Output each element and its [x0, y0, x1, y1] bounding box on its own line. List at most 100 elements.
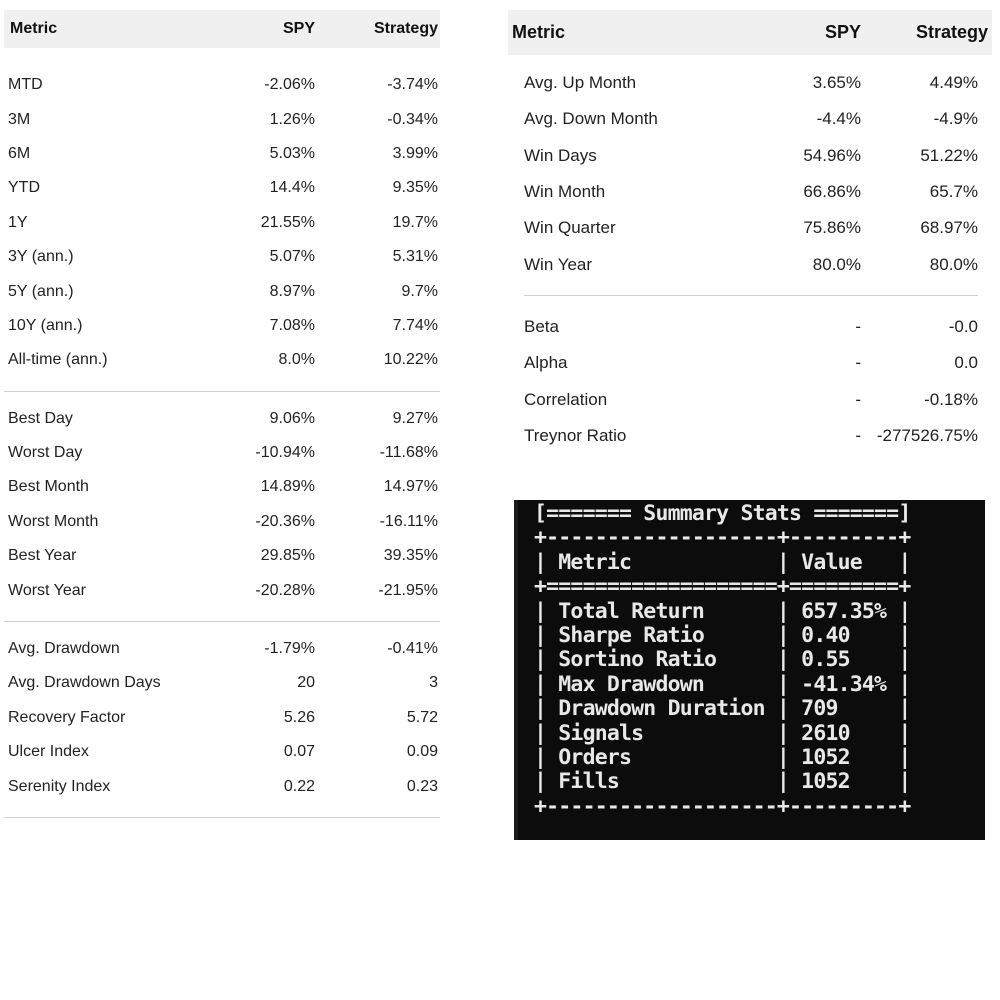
strategy-value: -11.68%	[379, 444, 438, 462]
table-row: Best Year 29.85% 39.35%	[4, 539, 440, 573]
strategy-value: 10.22%	[383, 351, 438, 369]
metric-column-header: Metric	[10, 20, 58, 37]
strategy-value: 4.49%	[929, 73, 978, 93]
strategy-value: 65.7%	[929, 182, 978, 202]
table-row: Serenity Index 0.22 0.23	[4, 769, 440, 803]
metric-name: 3M	[8, 110, 31, 128]
summary-stats-terminal: [======= Summary Stats =======] +-------…	[514, 500, 985, 840]
table-row: Win Days 54.96% 51.22%	[508, 138, 992, 174]
table-row: 10Y (ann.) 7.08% 7.74%	[4, 309, 440, 343]
spy-value: 14.4%	[269, 179, 315, 197]
metric-name: Avg. Down Month	[524, 109, 658, 129]
table-row: Worst Month -20.36% -16.11%	[4, 505, 440, 539]
table-row: Avg. Drawdown Days 20 3	[4, 666, 440, 700]
spy-value: 5.03%	[269, 144, 315, 162]
table-header-row: Metric SPY Strategy	[508, 10, 992, 55]
spy-value: 21.55%	[260, 213, 315, 231]
spy-value: 8.97%	[269, 282, 315, 300]
table-row: Alpha - 0.0	[508, 345, 992, 381]
strategy-value: 39.35%	[383, 547, 438, 565]
spy-value: 14.89%	[260, 478, 315, 496]
group-divider	[4, 608, 440, 632]
header-spacer	[508, 55, 992, 65]
metric-name: MTD	[8, 76, 43, 94]
spy-value: 80.0%	[812, 254, 861, 274]
metric-name: 3Y (ann.)	[8, 248, 74, 266]
table-row: Best Day 9.06% 9.27%	[4, 402, 440, 436]
table-row: All-time (ann.) 8.0% 10.22%	[4, 343, 440, 377]
strategy-value: -0.41%	[387, 640, 438, 658]
table-row: Win Month 66.86% 65.7%	[508, 174, 992, 210]
metric-name: Win Month	[524, 182, 606, 202]
metric-name: Recovery Factor	[8, 708, 126, 726]
strategy-value: 3.99%	[392, 144, 438, 162]
spy-value: -2.06%	[264, 76, 315, 94]
strategy-value: 9.27%	[392, 409, 438, 427]
spy-value: -20.36%	[255, 512, 315, 530]
strategy-value: 0.09	[406, 743, 438, 761]
strategy-value: 7.74%	[392, 316, 438, 334]
table-row: Recovery Factor 5.26 5.72	[4, 701, 440, 735]
spy-value: 29.85%	[260, 547, 315, 565]
table-row: Avg. Up Month 3.65% 4.49%	[508, 65, 992, 101]
spy-value: 20	[297, 674, 315, 692]
metric-name: Serenity Index	[8, 777, 111, 795]
strategy-value: 51.22%	[920, 145, 978, 165]
spy-value: 5.26	[283, 708, 315, 726]
metric-name: Best Year	[8, 547, 77, 565]
strategy-value: 19.7%	[392, 213, 438, 231]
strategy-value: -0.34%	[387, 110, 438, 128]
spy-value: 54.96%	[803, 145, 861, 165]
group-divider	[508, 283, 992, 309]
divider-cell	[4, 608, 440, 632]
table-row: Treynor Ratio - -277526.75%	[508, 418, 992, 454]
spy-value: -4.4%	[816, 109, 861, 129]
strategy-value: -277526.75%	[876, 425, 978, 445]
strategy-value: -0.18%	[924, 389, 978, 409]
metric-name: 10Y (ann.)	[8, 316, 83, 334]
table-row: Worst Day -10.94% -11.68%	[4, 436, 440, 470]
metric-name: Win Days	[524, 145, 597, 165]
strategy-value: 5.31%	[392, 248, 438, 266]
spy-value: 9.06%	[269, 409, 315, 427]
strategy-value: -21.95%	[378, 581, 438, 599]
table-row: Avg. Drawdown -1.79% -0.41%	[4, 632, 440, 666]
spy-value: 8.0%	[278, 351, 315, 369]
table-header-row: Metric SPY Strategy	[4, 10, 440, 48]
spy-value: -1.79%	[264, 640, 315, 658]
divider-cell	[4, 378, 440, 402]
metric-name: Best Month	[8, 478, 89, 496]
spy-column-header: SPY	[282, 20, 315, 37]
spy-value: -20.28%	[255, 581, 315, 599]
table-row: YTD 14.4% 9.35%	[4, 171, 440, 205]
strategy-value: 0.0	[954, 353, 978, 373]
spy-value: -10.94%	[255, 444, 315, 462]
terminal-edge	[514, 500, 518, 840]
header-spacer	[4, 48, 440, 68]
group-divider	[4, 804, 440, 828]
metric-name: All-time (ann.)	[8, 351, 108, 369]
divider-line	[4, 817, 440, 819]
strategy-value: -3.74%	[387, 76, 438, 94]
divider-line	[524, 295, 978, 297]
strategy-value: 80.0%	[929, 254, 978, 274]
metric-name: Worst Year	[8, 581, 86, 599]
strategy-value: 5.72	[406, 708, 438, 726]
spy-value: -	[855, 353, 861, 373]
table-row: 3M 1.26% -0.34%	[4, 102, 440, 136]
strategy-value: -4.9%	[933, 109, 978, 129]
metric-column-header: Metric	[512, 22, 566, 42]
metric-name: 6M	[8, 144, 31, 162]
metric-name: Ulcer Index	[8, 743, 89, 761]
table-row: 5Y (ann.) 8.97% 9.7%	[4, 274, 440, 308]
table-row: Beta - -0.0	[508, 309, 992, 345]
table-row: MTD -2.06% -3.74%	[4, 68, 440, 102]
strategy-column-header: Strategy	[373, 20, 438, 37]
strategy-value: 9.7%	[401, 282, 438, 300]
divider-cell	[508, 283, 992, 309]
spy-value: 1.26%	[269, 110, 315, 128]
spy-value: -	[855, 316, 861, 336]
metric-name: Treynor Ratio	[524, 425, 627, 445]
metric-name: Alpha	[524, 353, 568, 373]
strategy-value: -0.0	[948, 316, 978, 336]
